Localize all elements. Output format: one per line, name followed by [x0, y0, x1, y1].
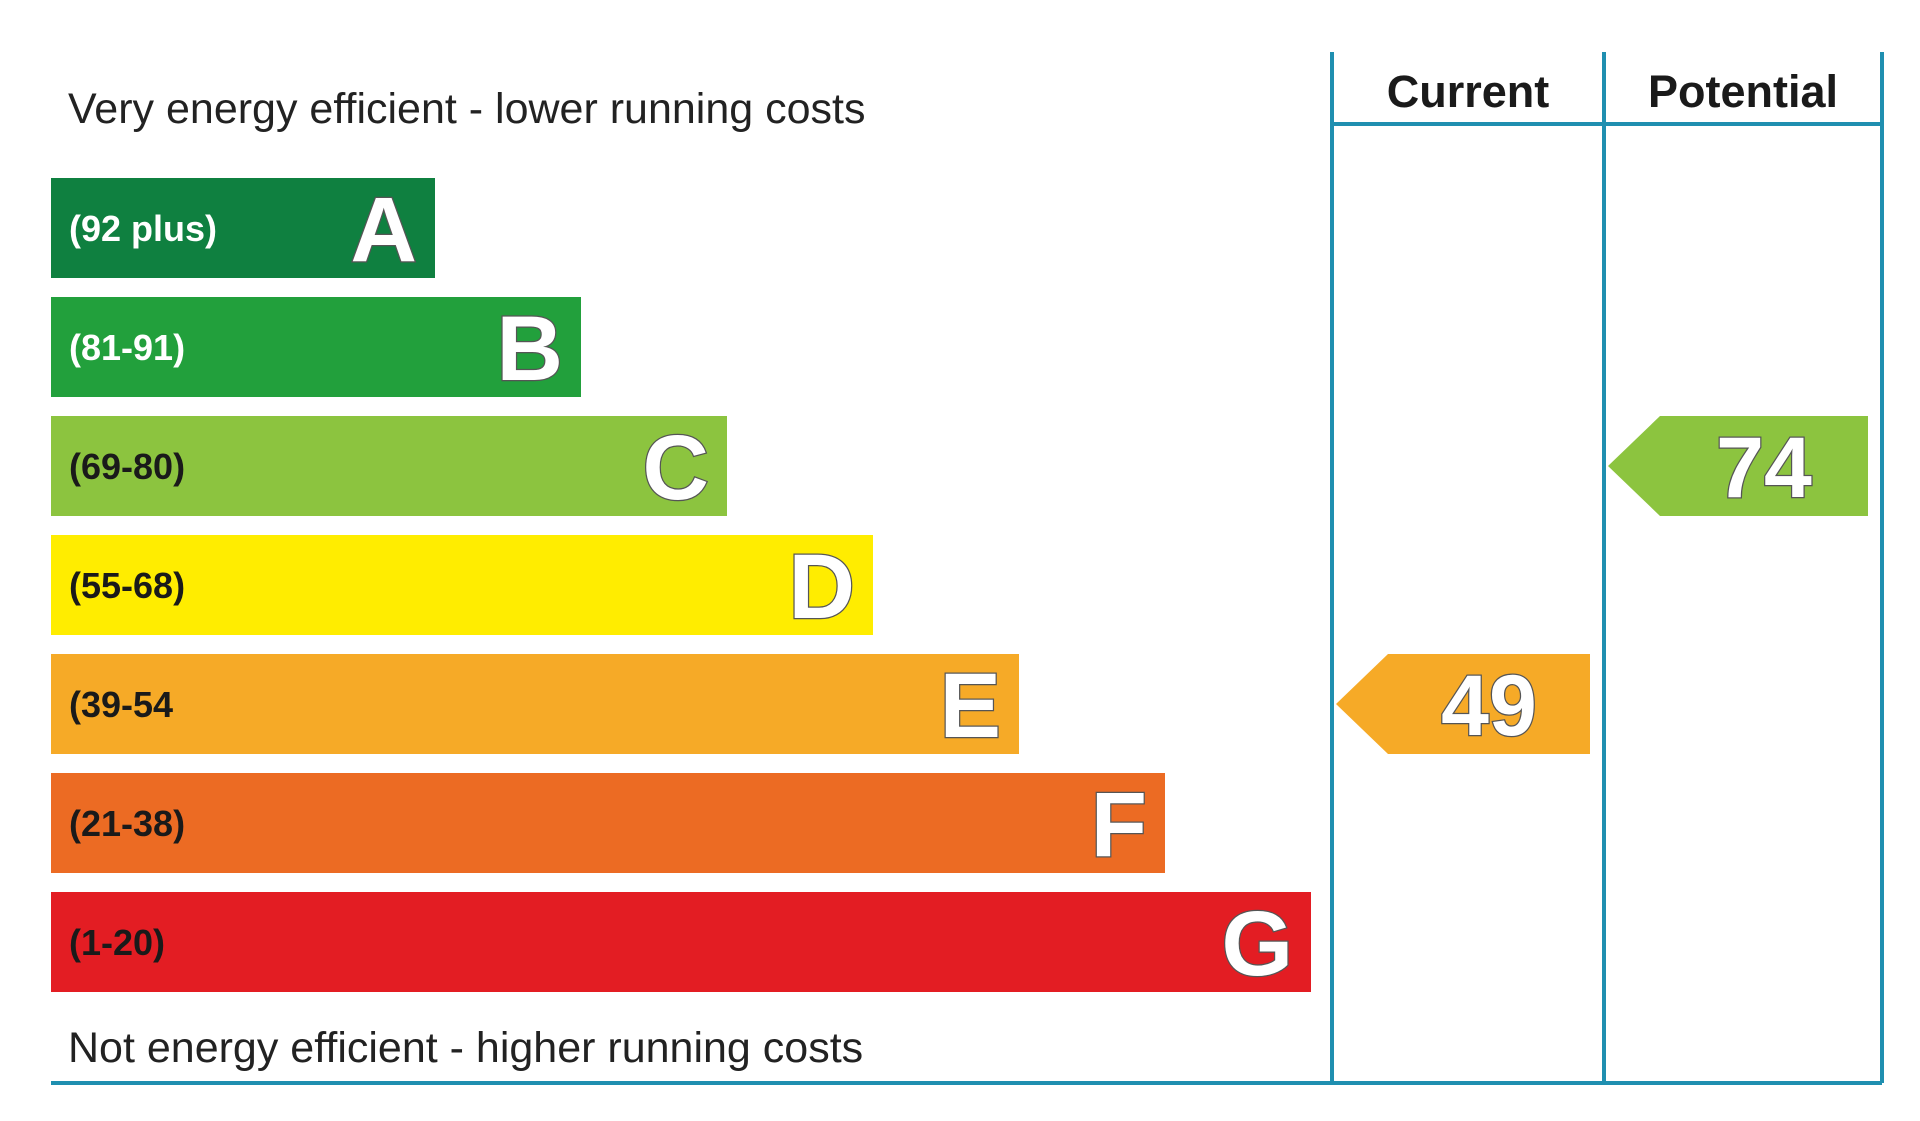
bottom-caption: Not energy efficient - higher running co…	[68, 1024, 864, 1072]
band-bar-e	[51, 654, 1019, 754]
band-letter-e: E	[940, 655, 1001, 757]
band-bar-d	[51, 535, 873, 635]
rating-value-current: 49	[1441, 658, 1537, 754]
band-letter-c: C	[643, 417, 709, 519]
band-letter-b: B	[497, 298, 563, 400]
band-range-f: (21-38)	[69, 803, 185, 844]
band-letter-f: F	[1091, 774, 1147, 876]
bands-layer: (92 plus) A (81-91) B (69-80) C (55-68) D (39-54…	[51, 178, 1311, 996]
band-letter-a: A	[351, 179, 417, 281]
rating-arrow-potential	[1608, 416, 1868, 516]
frame-layer	[51, 52, 1884, 1085]
band-bar-b	[51, 297, 581, 397]
band-range-a: (92 plus)	[69, 208, 217, 249]
rating-value-potential: 74	[1716, 420, 1812, 516]
band-range-g: (1-20)	[69, 922, 165, 963]
band-letter-g: G	[1221, 893, 1293, 995]
band-range-b: (81-91)	[69, 327, 185, 368]
column-header-potential: Potential	[1647, 66, 1839, 117]
top-caption: Very energy efficient - lower running co…	[68, 85, 866, 133]
band-bar-g	[51, 892, 1311, 992]
band-range-c: (69-80)	[69, 446, 185, 487]
band-letter-d: D	[789, 536, 855, 638]
ratings-layer: 49 74	[1336, 416, 1868, 755]
column-header-current: Current	[1386, 66, 1550, 117]
rating-arrow-current	[1336, 654, 1590, 754]
band-bar-c	[51, 416, 727, 516]
band-bar-f	[51, 773, 1165, 873]
band-bar-a	[51, 178, 435, 278]
band-range-e: (39-54	[69, 684, 173, 725]
band-range-d: (55-68)	[69, 565, 185, 606]
